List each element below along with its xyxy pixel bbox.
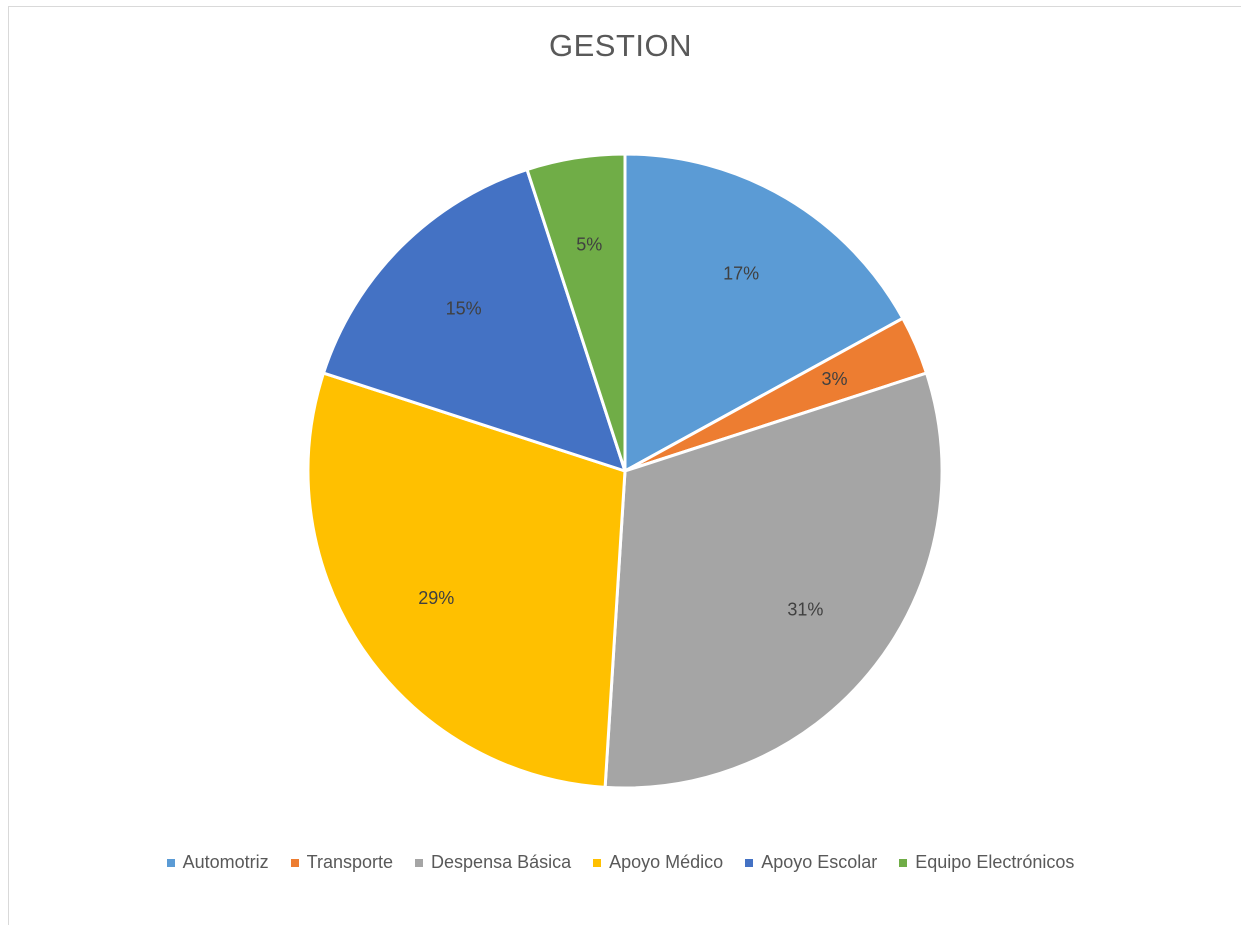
pie-slices	[306, 152, 944, 790]
legend-swatch-automotriz	[166, 858, 175, 867]
legend-swatch-despensa-basica	[415, 858, 424, 867]
legend-label-transporte: Transporte	[306, 852, 394, 872]
legend-item-equipo-electronicos: Equipo Electrónicos	[899, 852, 1074, 873]
legend-item-despensa-basica: Despensa Básica	[415, 852, 571, 873]
pie-slice-apoyo-escolar	[322, 168, 627, 473]
legend-swatch-transporte	[290, 858, 299, 867]
chart-title: GESTION	[548, 28, 692, 63]
legend-item-transporte: Transporte	[290, 852, 394, 873]
pie-slice-despensa-basica	[603, 371, 944, 790]
legend-label-automotriz: Automotriz	[182, 852, 269, 872]
legend-item-automotriz: Automotriz	[166, 852, 269, 873]
data-label-transporte: 3%	[821, 369, 847, 389]
legend-label-apoyo-escolar: Apoyo Escolar	[761, 852, 878, 872]
legend-label-apoyo-medico: Apoyo Médico	[609, 852, 724, 872]
pie-slice-apoyo-medico	[306, 371, 627, 789]
legend: Automotriz Transporte Despensa Básica Apoyo…	[0, 852, 1241, 873]
pie-slice-equipo-electronicos	[525, 152, 627, 473]
legend-swatch-apoyo-medico	[593, 858, 602, 867]
pie-slice-automotriz	[623, 152, 905, 473]
legend-label-equipo-electronicos: Equipo Electrónicos	[915, 852, 1075, 872]
legend-item-apoyo-medico: Apoyo Médico	[593, 852, 723, 873]
pie-data-labels: 17% 3% 31% 29% 15% 5%	[418, 234, 847, 619]
data-label-automotriz: 17%	[723, 263, 759, 283]
legend-swatch-apoyo-escolar	[745, 858, 754, 867]
data-label-equipo-electronicos: 5%	[576, 234, 602, 254]
legend-label-despensa-basica: Despensa Básica	[431, 852, 572, 872]
data-label-despensa-basica: 31%	[787, 600, 823, 620]
legend-item-apoyo-escolar: Apoyo Escolar	[745, 852, 877, 873]
data-label-apoyo-escolar: 15%	[446, 298, 482, 318]
legend-swatch-equipo-electronicos	[899, 858, 908, 867]
data-label-apoyo-medico: 29%	[418, 588, 454, 608]
